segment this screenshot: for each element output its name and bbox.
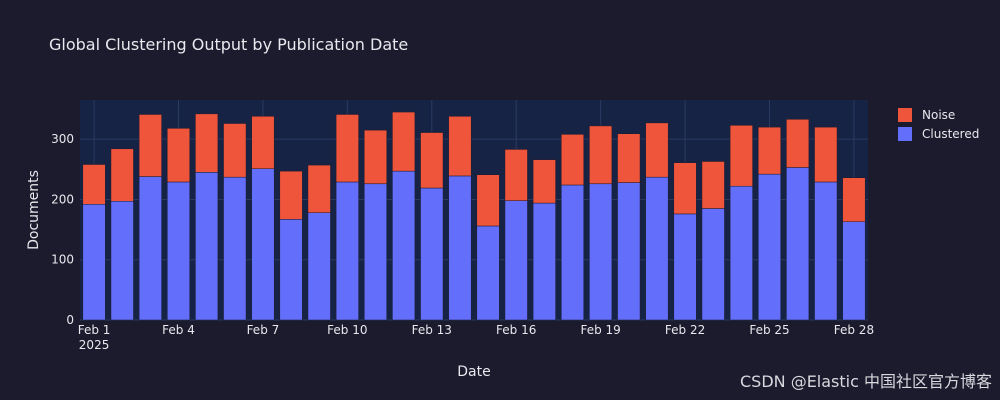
bar-noise[interactable] xyxy=(560,134,585,186)
bar-clustered[interactable] xyxy=(138,176,162,321)
bar-clustered[interactable] xyxy=(701,208,725,321)
bar-clustered[interactable] xyxy=(420,187,444,321)
watermark: CSDN @Elastic 中国社区官方博客 xyxy=(739,372,992,391)
bar-noise[interactable] xyxy=(335,114,359,183)
bar-clustered[interactable] xyxy=(645,176,669,321)
bar-noise[interactable] xyxy=(476,174,500,227)
bar-noise[interactable] xyxy=(307,164,331,213)
x-tick-label: Feb 22 xyxy=(665,323,705,337)
bar-noise[interactable] xyxy=(110,148,134,202)
bar-clustered[interactable] xyxy=(279,219,303,321)
bar-noise[interactable] xyxy=(138,114,162,177)
x-tick-sublabel: 2025 xyxy=(79,338,110,352)
bar-clustered[interactable] xyxy=(392,170,416,321)
bar-noise[interactable] xyxy=(701,161,725,209)
bar-noise[interactable] xyxy=(532,159,556,204)
bar-clustered[interactable] xyxy=(166,181,191,321)
x-tick-label: Feb 1 xyxy=(78,323,111,337)
bar-clustered[interactable] xyxy=(448,175,472,321)
bar-noise[interactable] xyxy=(673,162,697,215)
bar-clustered[interactable] xyxy=(307,212,331,321)
legend-swatch-noise[interactable] xyxy=(898,108,912,122)
bar-noise[interactable] xyxy=(166,128,191,183)
bar-clustered[interactable] xyxy=(673,213,697,321)
bar-noise[interactable] xyxy=(420,132,444,189)
bar-clustered[interactable] xyxy=(757,173,782,321)
bar-noise[interactable] xyxy=(448,116,472,177)
bar-noise[interactable] xyxy=(251,116,275,169)
bar-noise[interactable] xyxy=(617,133,641,183)
bars xyxy=(82,111,866,321)
chart-title: Global Clustering Output by Publication … xyxy=(49,35,408,54)
bar-clustered[interactable] xyxy=(560,184,585,321)
bar-clustered[interactable] xyxy=(504,200,528,321)
y-axis-label: Documents xyxy=(26,170,42,250)
bar-clustered[interactable] xyxy=(617,182,641,321)
legend-label-noise[interactable]: Noise xyxy=(922,108,955,122)
bar-clustered[interactable] xyxy=(363,183,388,321)
bar-noise[interactable] xyxy=(729,125,753,187)
bar-noise[interactable] xyxy=(195,113,219,173)
x-axis-label: Date xyxy=(457,364,490,380)
bar-clustered[interactable] xyxy=(223,176,247,321)
bar-noise[interactable] xyxy=(814,126,838,183)
x-tick-label: Feb 19 xyxy=(580,323,620,337)
bar-noise[interactable] xyxy=(645,122,669,178)
bar-clustered[interactable] xyxy=(532,202,556,321)
bar-noise[interactable] xyxy=(279,170,303,220)
x-tick-label: Feb 25 xyxy=(749,323,789,337)
legend-swatch-clustered[interactable] xyxy=(898,127,912,141)
y-tick-label: 100 xyxy=(51,253,74,267)
bar-clustered[interactable] xyxy=(476,225,500,321)
x-tick-label: Feb 10 xyxy=(327,323,367,337)
bar-clustered[interactable] xyxy=(589,183,613,321)
bar-clustered[interactable] xyxy=(82,204,106,321)
bar-noise[interactable] xyxy=(589,125,613,185)
bar-clustered[interactable] xyxy=(195,172,219,321)
x-tick-label: Feb 7 xyxy=(247,323,280,337)
x-tick-label: Feb 28 xyxy=(834,323,874,337)
bar-clustered[interactable] xyxy=(335,181,359,321)
x-tick-label: Feb 13 xyxy=(412,323,452,337)
bar-clustered[interactable] xyxy=(251,168,275,321)
bar-clustered[interactable] xyxy=(814,181,838,321)
bar-clustered[interactable] xyxy=(110,201,134,321)
y-tick-label: 0 xyxy=(66,313,74,327)
bar-noise[interactable] xyxy=(223,123,247,178)
bar-noise[interactable] xyxy=(842,177,866,223)
bar-noise[interactable] xyxy=(392,111,416,172)
legend-label-clustered[interactable]: Clustered xyxy=(922,127,979,141)
bar-noise[interactable] xyxy=(786,119,810,168)
y-tick-label: 200 xyxy=(51,192,74,206)
bar-noise[interactable] xyxy=(757,126,782,175)
legend[interactable]: Noise Clustered xyxy=(898,108,979,141)
x-tick-label: Feb 4 xyxy=(162,323,195,337)
bar-clustered[interactable] xyxy=(842,221,866,321)
bar-noise[interactable] xyxy=(504,149,528,201)
x-tick-label: Feb 16 xyxy=(496,323,536,337)
bar-noise[interactable] xyxy=(363,129,388,185)
bar-noise[interactable] xyxy=(82,164,106,205)
bar-clustered[interactable] xyxy=(786,167,810,321)
y-tick-labels: 0 100 200 300 xyxy=(51,132,74,327)
bar-clustered[interactable] xyxy=(729,185,753,321)
y-tick-label: 300 xyxy=(51,132,74,146)
